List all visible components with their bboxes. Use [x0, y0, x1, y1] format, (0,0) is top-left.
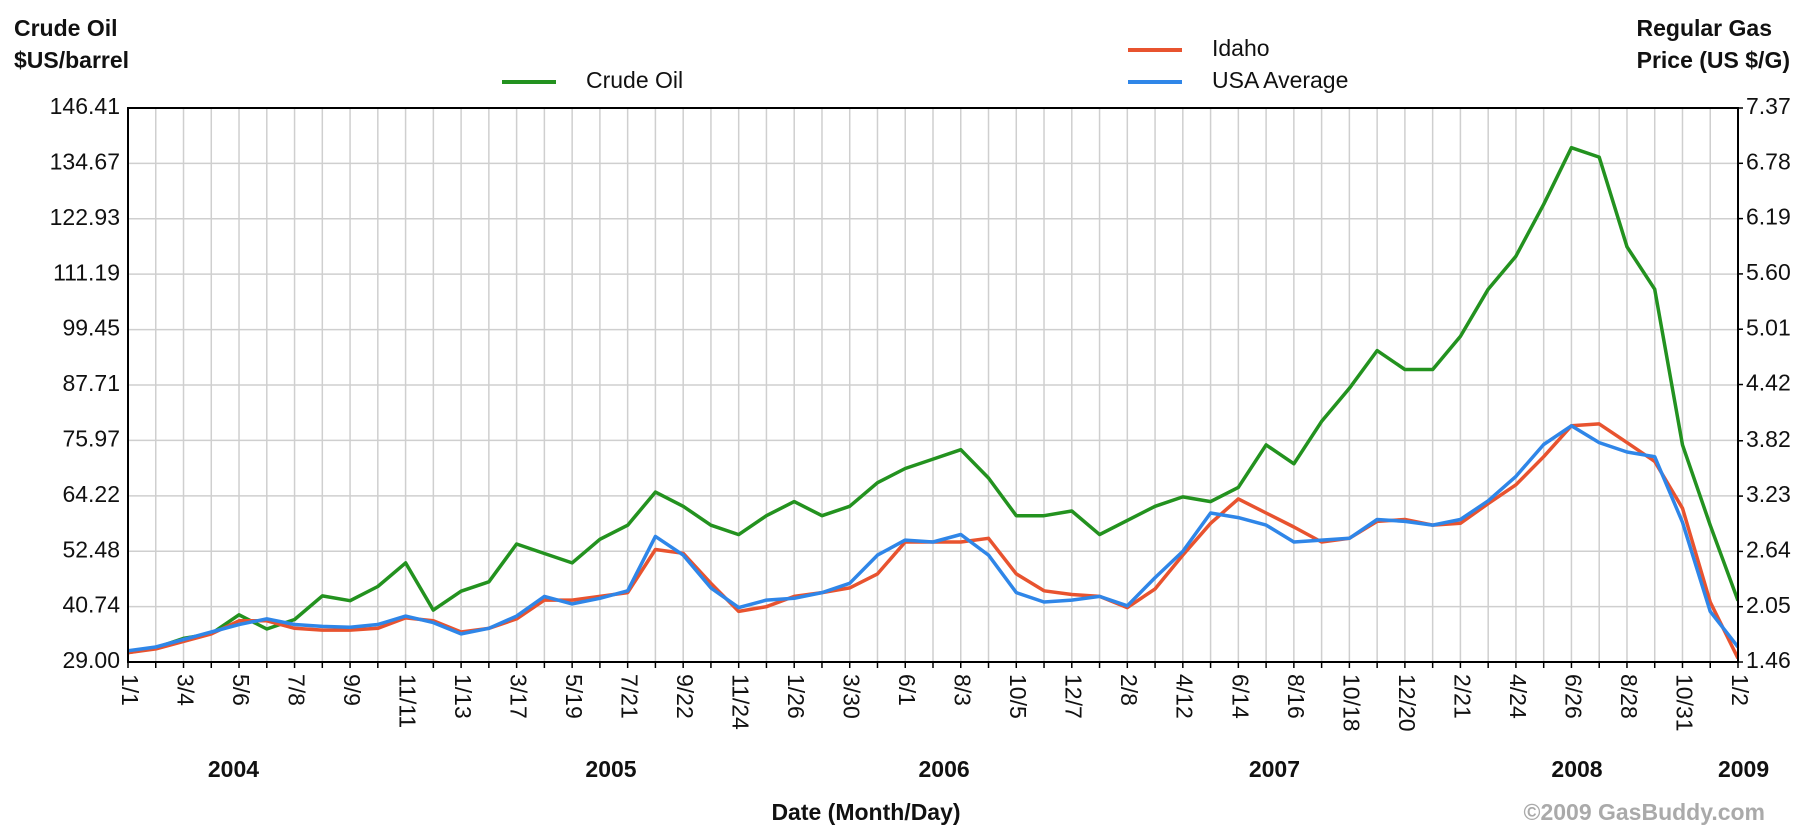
x-tick-label: 5/19	[561, 674, 587, 719]
y-axis-label: $US/barrel	[14, 47, 129, 73]
x-tick-label: 9/22	[672, 674, 698, 719]
y-tick-label: 29.00	[62, 647, 120, 673]
x-tick-label: 1/2	[1727, 674, 1753, 706]
y-tick-label: 75.97	[62, 425, 120, 451]
y2-tick-label: 3.82	[1746, 426, 1791, 452]
legend-label: Crude Oil	[586, 67, 683, 93]
y-tick-label: 52.48	[62, 536, 120, 562]
x-tick-label: 9/9	[339, 674, 365, 706]
x-tick-label: 10/31	[1671, 674, 1697, 732]
x-tick-label: 7/8	[283, 674, 309, 706]
x-tick-label: 3/30	[839, 674, 865, 719]
x-tick-label: 10/5	[1005, 674, 1031, 719]
y2-tick-label: 5.01	[1746, 314, 1791, 340]
x-tick-label: 3/4	[172, 674, 198, 706]
series-line	[128, 424, 1738, 653]
x-tick-label: 2/21	[1449, 674, 1475, 719]
y-tick-label: 111.19	[53, 259, 120, 285]
x-tick-label: 8/3	[950, 674, 976, 706]
x-tick-label: 8/16	[1283, 674, 1309, 719]
x-tick-label: 11/11	[395, 674, 421, 728]
x-tick-label: 12/20	[1394, 674, 1420, 732]
x-tick-label: 11/24	[728, 674, 754, 730]
y2-tick-label: 2.05	[1746, 592, 1791, 618]
y2-tick-label: 6.19	[1746, 204, 1791, 230]
y-tick-label: 40.74	[62, 592, 120, 618]
year-label: 2009	[1718, 756, 1769, 782]
year-label: 2006	[919, 756, 970, 782]
y-tick-label: 64.22	[62, 481, 120, 507]
y2-tick-label: 7.37	[1746, 93, 1791, 119]
x-tick-label: 5/6	[228, 674, 254, 706]
x-tick-label: 10/18	[1338, 674, 1364, 732]
y2-tick-label: 6.78	[1746, 148, 1791, 174]
y2-tick-label: 5.60	[1746, 259, 1791, 285]
y-tick-label: 87.71	[62, 370, 120, 396]
series-line	[128, 145, 1738, 655]
y2-tick-label: 3.23	[1746, 481, 1791, 507]
legend-label: USA Average	[1212, 67, 1348, 93]
x-tick-label: 4/12	[1172, 674, 1198, 719]
x-tick-label: 1/26	[783, 674, 809, 719]
y2-tick-label: 4.42	[1746, 370, 1791, 396]
x-tick-label: 4/24	[1505, 674, 1531, 719]
legend-label: Idaho	[1212, 35, 1270, 61]
x-tick-label: 1/1	[117, 674, 143, 706]
credit: ©2009 GasBuddy.com	[1524, 799, 1766, 825]
x-tick-label: 6/14	[1227, 674, 1253, 719]
y2-axis-label: Regular Gas	[1637, 15, 1773, 41]
x-tick-label: 1/13	[450, 674, 476, 719]
x-tick-label: 7/21	[617, 674, 643, 719]
x-axis-label: Date (Month/Day)	[771, 799, 960, 825]
y2-tick-label: 1.46	[1746, 647, 1791, 673]
y-tick-label: 99.45	[62, 315, 120, 341]
x-tick-label: 2/8	[1116, 674, 1142, 706]
x-tick-label: 8/28	[1616, 674, 1642, 719]
x-tick-label: 3/17	[506, 674, 532, 719]
year-label: 2008	[1551, 756, 1602, 782]
y-axis-label: Crude Oil	[14, 15, 118, 41]
plot-frame	[127, 107, 1739, 663]
x-tick-label: 6/26	[1560, 674, 1586, 719]
y-tick-label: 134.67	[50, 148, 120, 174]
year-label: 2004	[208, 756, 259, 782]
y2-tick-label: 2.64	[1746, 536, 1791, 562]
x-tick-label: 12/7	[1061, 674, 1087, 719]
y-tick-label: 122.93	[50, 204, 120, 230]
x-tick-label: 6/1	[894, 674, 920, 706]
year-label: 2005	[585, 756, 636, 782]
y-tick-label: 146.41	[50, 93, 120, 119]
year-label: 2007	[1249, 756, 1300, 782]
y2-axis-label: Price (US $/G)	[1637, 47, 1790, 73]
